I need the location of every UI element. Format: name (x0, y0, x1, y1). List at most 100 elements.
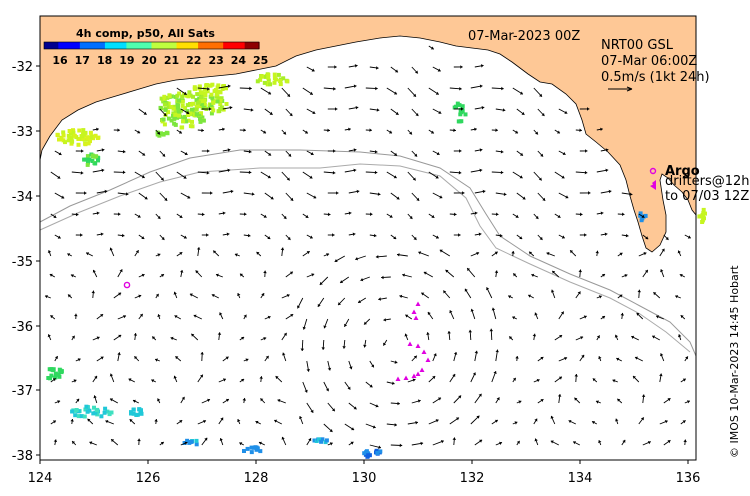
current-vector (453, 395, 462, 404)
sst-pixel (218, 102, 223, 107)
current-vector (546, 252, 555, 257)
sst-pixel (194, 112, 199, 117)
sst-pixel (460, 104, 465, 109)
colorbar-tick-label: 25 (253, 54, 268, 67)
isobath-line-deep (39, 163, 691, 353)
sst-pixel (90, 159, 95, 163)
x-tick-label: 132 (460, 471, 485, 486)
colorbar-cell (87, 42, 92, 49)
current-vector (616, 357, 623, 362)
sst-pixel (194, 104, 199, 109)
current-vector (579, 354, 585, 362)
sst-pixel (173, 110, 178, 115)
current-vector (449, 417, 460, 425)
sst-pixel (255, 79, 260, 84)
current-vector (579, 233, 587, 237)
current-vector (508, 336, 514, 341)
current-vector (470, 308, 476, 320)
colorbar-ticks: 16 17 18 19 20 21 22 23 24 25 (52, 54, 268, 67)
sst-pixel (162, 102, 167, 107)
current-vector (75, 398, 80, 404)
sst-pixel (103, 406, 108, 411)
sst-pixel (96, 158, 100, 163)
current-vector (390, 192, 400, 200)
current-vector (138, 234, 145, 240)
current-vector (275, 375, 283, 383)
current-vector (159, 234, 165, 241)
current-vector (134, 213, 141, 218)
current-vector (684, 400, 691, 404)
current-vector (470, 168, 483, 173)
sst-pixel (55, 132, 60, 137)
current-vector (598, 440, 602, 446)
current-vector (281, 171, 291, 181)
current-vector (71, 171, 84, 175)
current-vector (600, 273, 606, 278)
drifter-marker (425, 357, 431, 362)
sst-pixel (76, 414, 81, 419)
current-vector (348, 189, 360, 194)
current-vector (323, 171, 336, 175)
sst-pixel (266, 78, 271, 83)
current-vector (449, 128, 456, 132)
current-vector (534, 438, 539, 446)
current-vector (411, 108, 419, 117)
current-vector (180, 108, 190, 115)
current-vector (348, 232, 356, 236)
current-vector (596, 168, 609, 173)
sst-pixel (131, 407, 136, 412)
current-vector (327, 65, 337, 69)
sst-pixel (189, 107, 194, 112)
current-vector (96, 313, 104, 320)
current-vector (49, 273, 56, 278)
current-vector (653, 291, 661, 299)
colorbar-cell (190, 42, 196, 49)
current-vector (516, 234, 523, 240)
current-vector (680, 378, 687, 383)
colorbar-cell (112, 42, 117, 49)
current-vector (369, 150, 378, 154)
current-vector (470, 415, 480, 425)
sst-pixel (59, 137, 64, 142)
current-vector (598, 356, 602, 362)
current-vector (365, 381, 373, 388)
current-vector (631, 335, 639, 341)
sst-pixel (167, 94, 172, 99)
current-vector (534, 312, 539, 320)
sst-pixel (134, 413, 139, 417)
sst-pixel (276, 72, 281, 77)
current-vector (67, 294, 73, 299)
sst-pixel (198, 116, 202, 121)
sst-pixel (195, 92, 200, 97)
current-vector (85, 252, 93, 257)
current-vector (680, 420, 686, 425)
current-vector (159, 192, 168, 202)
current-vector (348, 148, 357, 152)
current-vector (113, 128, 120, 132)
current-vector (44, 295, 51, 299)
current-vector (348, 64, 358, 68)
current-vector (134, 294, 142, 299)
colorbar-cell (169, 42, 174, 49)
current-vector (399, 294, 408, 299)
current-vector (533, 418, 538, 425)
current-vector (474, 232, 482, 236)
current-vector (155, 171, 165, 181)
current-vector (239, 128, 246, 132)
current-vector (551, 270, 560, 278)
sst-pixel (245, 446, 250, 451)
colorbar-cell (165, 42, 171, 49)
sst-pixel (285, 79, 290, 84)
current-vector (390, 150, 398, 156)
current-vector (533, 171, 543, 181)
sst-pixel (701, 212, 705, 217)
x-tick-label: 124 (28, 471, 53, 486)
current-vector (491, 212, 499, 216)
current-vector (386, 213, 393, 218)
current-vector (92, 211, 100, 215)
current-vector (348, 106, 359, 110)
current-vector (418, 251, 429, 257)
sst-pixel (61, 130, 66, 135)
scale-arrow (608, 86, 633, 92)
current-vector (302, 250, 310, 257)
